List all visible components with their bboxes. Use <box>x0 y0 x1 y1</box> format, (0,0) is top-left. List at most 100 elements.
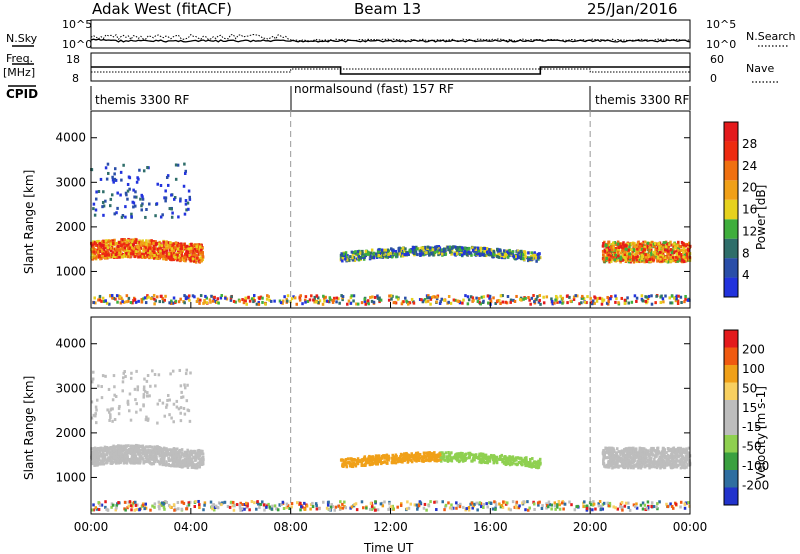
echo-cell <box>370 299 374 303</box>
echo-cell <box>376 296 380 300</box>
echo-cell <box>164 199 167 203</box>
echo-cell <box>514 456 518 460</box>
echo-cell <box>114 297 117 301</box>
echo-cell <box>94 208 98 212</box>
echo-cell <box>669 248 673 252</box>
echo-cell <box>121 457 124 461</box>
echo-cell <box>662 462 666 466</box>
echo-cell <box>430 295 434 299</box>
echo-cell <box>643 245 647 249</box>
echo-cell <box>472 298 475 302</box>
echo-cell <box>153 460 157 464</box>
echo-cell <box>107 171 110 175</box>
echo-cell <box>489 299 493 303</box>
echo-cell <box>141 244 145 248</box>
echo-cell <box>153 448 156 452</box>
echo-cell <box>680 301 683 305</box>
echo-cell <box>90 252 94 256</box>
echo-cell <box>328 296 332 300</box>
echo-cell <box>177 452 180 456</box>
echo-cell <box>145 449 148 453</box>
echo-cell <box>478 300 481 304</box>
echo-cell <box>484 453 488 457</box>
echo-cell <box>117 250 120 254</box>
echo-cell <box>150 250 153 254</box>
echo-cell <box>619 450 622 454</box>
echo-cell <box>155 242 159 246</box>
echo-cell <box>645 260 649 264</box>
echo-cell <box>139 253 142 257</box>
echo-cell <box>668 259 671 263</box>
echo-cell <box>109 453 112 457</box>
echo-cell <box>92 250 96 254</box>
echo-cell <box>313 300 316 304</box>
echo-cell <box>463 455 467 459</box>
echo-cell <box>205 296 209 300</box>
colorbar-swatch <box>724 122 738 142</box>
echo-cell <box>159 242 162 246</box>
echo-cell <box>450 451 453 455</box>
echo-cell <box>141 447 145 451</box>
echo-cell <box>167 452 170 456</box>
echo-cell <box>191 294 195 298</box>
nave-series <box>91 68 690 73</box>
echo-cell <box>685 457 689 461</box>
echo-cell <box>153 452 156 456</box>
echo-cell <box>136 450 139 454</box>
echo-cell <box>197 448 201 452</box>
echo-cell <box>187 247 191 251</box>
echo-cell <box>625 462 629 466</box>
echo-cell <box>116 445 119 449</box>
echo-cell <box>423 298 427 302</box>
echo-cell <box>152 241 155 245</box>
echo-cell <box>610 259 613 263</box>
echo-cell <box>144 445 148 449</box>
echo-cell <box>528 457 532 461</box>
echo-cell <box>441 451 444 455</box>
echo-cell <box>165 252 169 256</box>
echo-cell <box>632 466 635 470</box>
echo-cell <box>283 295 286 299</box>
echo-cell <box>106 457 110 461</box>
echo-cell <box>126 182 130 186</box>
echo-cell <box>165 451 168 455</box>
echo-cell <box>400 302 404 306</box>
echo-cell <box>133 298 137 302</box>
echo-cell <box>623 301 627 305</box>
echo-cell <box>405 451 408 455</box>
echo-cell <box>211 299 215 303</box>
echo-cell <box>168 256 172 260</box>
echo-cell <box>649 252 653 256</box>
echo-cell <box>655 249 659 253</box>
echo-cell <box>640 294 644 298</box>
echo-cell <box>489 252 492 256</box>
echo-cell <box>163 452 167 456</box>
echo-cell <box>112 254 116 258</box>
echo-cell <box>216 297 220 301</box>
echo-cell <box>534 256 538 260</box>
echo-cell <box>370 255 374 259</box>
echo-cell <box>329 297 332 301</box>
noise-tick-top-right: 10^5 <box>706 18 736 31</box>
echo-cell <box>108 294 112 298</box>
echo-cell <box>163 448 167 452</box>
echo-cell <box>438 248 441 252</box>
echo-cell <box>344 257 347 261</box>
echo-cell <box>669 301 672 305</box>
echo-cell <box>670 448 674 452</box>
echo-cell <box>680 254 684 258</box>
echo-cell <box>388 294 391 298</box>
echo-cell <box>643 465 647 469</box>
echo-cell <box>90 244 94 248</box>
echo-cell <box>628 255 632 259</box>
echo-cell <box>499 294 503 298</box>
echo-cell <box>167 252 171 256</box>
echo-cell <box>523 462 527 466</box>
echo-cell <box>356 457 360 461</box>
echo-cell <box>360 458 364 462</box>
echo-cell <box>196 463 199 467</box>
echo-cell <box>623 449 627 453</box>
echo-cell <box>367 252 371 256</box>
echo-cell <box>114 250 117 254</box>
echo-cell <box>610 245 613 249</box>
